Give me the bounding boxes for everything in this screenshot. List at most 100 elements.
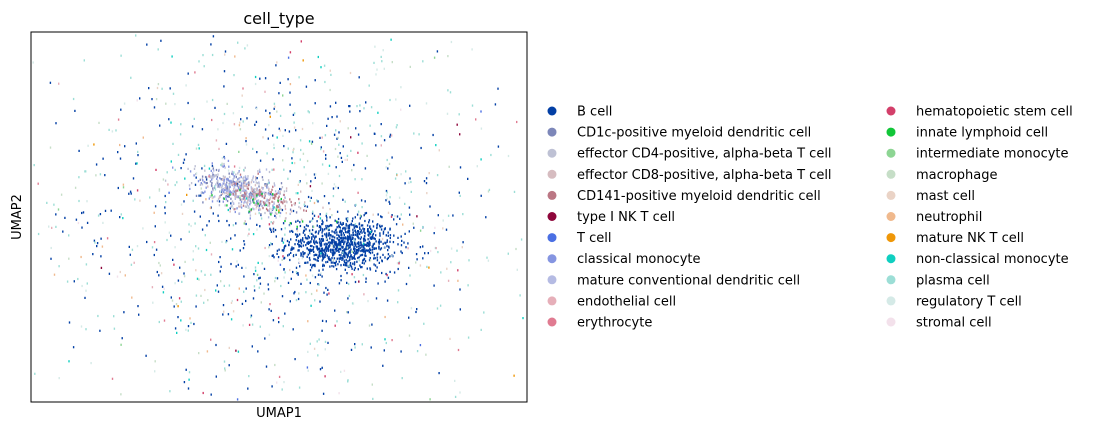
cell-point: [236, 180, 238, 183]
cell-point: [306, 205, 309, 208]
cell-point: [334, 309, 336, 312]
cell-point: [375, 73, 377, 76]
cell-point: [360, 266, 362, 269]
cell-point: [361, 231, 363, 234]
cell-point: [415, 310, 417, 314]
cell-point: [356, 225, 358, 228]
cell-point: [336, 137, 338, 140]
cell-point: [372, 225, 375, 228]
cell-point: [137, 305, 139, 308]
cell-point: [336, 320, 338, 323]
cell-point: [113, 327, 116, 330]
cell-point: [363, 214, 365, 217]
cell-point: [245, 287, 247, 290]
cell-point: [340, 231, 342, 234]
cell-point: [124, 145, 126, 148]
cell-point: [348, 259, 351, 262]
cell-point: [183, 200, 185, 203]
cell-point: [435, 144, 437, 147]
cell-point: [267, 288, 270, 291]
cell-point: [100, 255, 102, 258]
cell-point: [301, 257, 304, 260]
cell-point: [331, 214, 333, 217]
cell-point: [240, 176, 242, 179]
cell-point: [155, 168, 157, 171]
cell-point: [352, 217, 354, 220]
cell-point: [364, 239, 367, 242]
cell-point: [263, 194, 266, 197]
cell-point: [218, 260, 220, 264]
cell-point: [311, 140, 314, 143]
cell-point: [245, 266, 247, 269]
cell-point: [299, 158, 301, 161]
cell-point: [356, 249, 359, 252]
cell-point: [257, 193, 259, 196]
cell-point: [300, 282, 302, 285]
cell-point: [284, 233, 286, 236]
cell-point: [232, 310, 235, 313]
cell-point: [270, 221, 272, 224]
cell-point: [359, 230, 361, 233]
cell-point: [380, 247, 383, 250]
cell-point: [97, 314, 99, 318]
cell-point: [324, 375, 326, 378]
cell-point: [72, 346, 75, 349]
cell-point: [244, 175, 247, 178]
legend-marker: [547, 212, 557, 221]
cell-point: [75, 218, 78, 221]
cell-point: [295, 266, 298, 269]
cell-point: [346, 154, 349, 157]
cell-point: [239, 249, 241, 252]
cell-point: [193, 117, 195, 120]
cell-point: [135, 142, 137, 145]
cell-point: [516, 120, 518, 124]
cell-point: [339, 243, 341, 246]
cell-point: [292, 230, 294, 233]
cell-point: [274, 184, 276, 187]
cell-point: [212, 212, 214, 215]
cell-point: [340, 264, 342, 267]
cell-point: [215, 174, 217, 177]
cell-point: [391, 339, 393, 342]
cell-point: [156, 86, 159, 90]
cell-point: [497, 87, 499, 90]
cell-point: [347, 226, 349, 229]
cell-point: [459, 391, 461, 394]
cell-point: [321, 251, 323, 254]
cell-point: [376, 256, 378, 259]
cell-point: [223, 112, 226, 116]
cell-point: [391, 255, 393, 258]
cell-point: [197, 180, 200, 183]
cell-point: [243, 195, 245, 198]
cell-point: [85, 263, 88, 266]
cell-point: [390, 215, 393, 218]
cell-point: [346, 218, 348, 221]
cell-point: [332, 254, 334, 257]
cell-point: [230, 318, 233, 321]
cell-point: [308, 229, 311, 232]
cell-point: [467, 177, 469, 180]
cell-point: [333, 183, 336, 186]
cell-point: [309, 269, 312, 272]
cell-point: [235, 181, 237, 185]
cell-point: [216, 177, 218, 181]
cell-point: [243, 191, 246, 194]
cell-point: [214, 106, 216, 109]
cell-point: [408, 334, 411, 337]
cell-point: [339, 152, 341, 155]
cell-point: [238, 205, 240, 208]
cell-point: [323, 248, 326, 251]
cell-point: [265, 365, 268, 368]
cell-point: [350, 149, 352, 152]
cell-point: [319, 273, 322, 276]
cell-point: [318, 254, 320, 257]
cell-point: [289, 224, 291, 227]
cell-point: [192, 199, 194, 202]
cell-point: [353, 249, 356, 253]
cell-point: [237, 172, 239, 175]
cell-point: [295, 211, 298, 214]
cell-point: [255, 188, 258, 191]
cell-point: [172, 142, 174, 145]
cell-point: [334, 243, 337, 246]
cell-point: [284, 129, 286, 132]
